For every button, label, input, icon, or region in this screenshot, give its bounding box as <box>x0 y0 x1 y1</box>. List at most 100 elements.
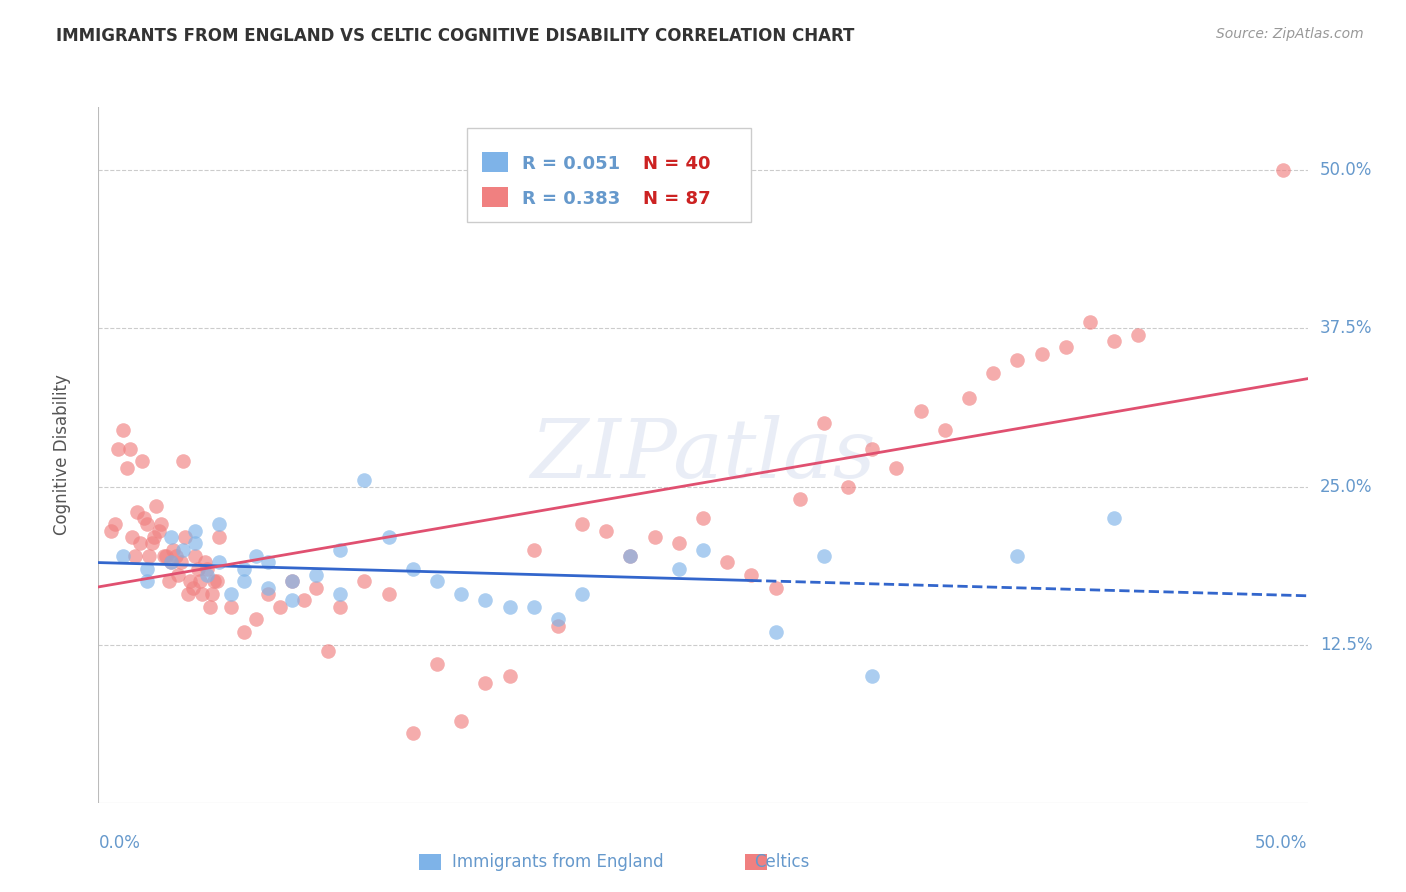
Point <box>281 574 304 589</box>
Point <box>837 479 859 493</box>
Point <box>269 599 291 614</box>
Text: IMMIGRANTS FROM ENGLAND VS CELTIC COGNITIVE DISABILITY CORRELATION CHART: IMMIGRANTS FROM ENGLAND VS CELTIC COGNIT… <box>56 27 855 45</box>
Point <box>134 511 156 525</box>
Point <box>256 556 278 570</box>
Point <box>167 568 190 582</box>
Point <box>208 556 231 570</box>
FancyBboxPatch shape <box>482 186 509 207</box>
Point <box>716 556 738 570</box>
Point <box>1102 511 1125 525</box>
Point <box>145 499 167 513</box>
Point <box>353 574 375 589</box>
Point <box>131 454 153 468</box>
Point <box>644 530 666 544</box>
Point <box>181 581 204 595</box>
Point <box>174 530 197 544</box>
Point <box>692 511 714 525</box>
Point <box>204 574 226 589</box>
Point <box>208 530 231 544</box>
Point <box>860 669 883 683</box>
FancyBboxPatch shape <box>419 854 440 871</box>
Point <box>316 644 339 658</box>
Point <box>353 473 375 487</box>
Point <box>450 587 472 601</box>
Point <box>813 549 835 563</box>
Point <box>1054 340 1077 354</box>
Text: Source: ZipAtlas.com: Source: ZipAtlas.com <box>1216 27 1364 41</box>
Point <box>107 442 129 456</box>
Point <box>195 568 218 582</box>
Point <box>547 618 569 632</box>
Text: N = 87: N = 87 <box>643 190 710 208</box>
Point <box>1078 315 1101 329</box>
Point <box>124 549 146 563</box>
Point <box>547 612 569 626</box>
Point <box>111 423 134 437</box>
Point <box>426 574 449 589</box>
Point <box>232 625 254 640</box>
Point <box>205 574 228 589</box>
Point <box>191 587 214 601</box>
Point <box>184 524 207 538</box>
Point <box>474 593 496 607</box>
Point <box>256 587 278 601</box>
Point <box>813 417 835 431</box>
Point <box>121 530 143 544</box>
Point <box>619 549 641 563</box>
Point <box>172 454 194 468</box>
Point <box>118 442 141 456</box>
Point <box>789 492 811 507</box>
Point <box>198 599 221 614</box>
Point <box>860 442 883 456</box>
Point <box>148 524 170 538</box>
Point <box>377 587 399 601</box>
Point <box>172 542 194 557</box>
Point <box>305 568 328 582</box>
Point <box>668 536 690 550</box>
Point <box>957 391 980 405</box>
Point <box>402 562 425 576</box>
Text: R = 0.383: R = 0.383 <box>522 190 620 208</box>
Point <box>208 517 231 532</box>
Point <box>377 530 399 544</box>
Point <box>165 549 187 563</box>
Point <box>245 612 267 626</box>
FancyBboxPatch shape <box>482 152 509 172</box>
Text: 0.0%: 0.0% <box>98 834 141 853</box>
Point <box>195 562 218 576</box>
Point <box>256 581 278 595</box>
Point <box>1031 347 1053 361</box>
Point <box>305 581 328 595</box>
Text: ZIPatlas: ZIPatlas <box>530 415 876 495</box>
Point <box>523 599 546 614</box>
Point <box>160 530 183 544</box>
Point <box>184 549 207 563</box>
Point <box>886 460 908 475</box>
Point <box>595 524 617 538</box>
Point <box>765 581 787 595</box>
Point <box>571 517 593 532</box>
Point <box>523 542 546 557</box>
Text: 50.0%: 50.0% <box>1256 834 1308 853</box>
Point <box>619 549 641 563</box>
Point <box>329 599 352 614</box>
Point <box>498 599 520 614</box>
Point <box>162 542 184 557</box>
Point <box>160 556 183 570</box>
Point <box>155 549 177 563</box>
Point <box>111 549 134 563</box>
Point <box>245 549 267 563</box>
Point <box>765 625 787 640</box>
Point <box>135 562 157 576</box>
Point <box>150 517 173 532</box>
Point <box>692 542 714 557</box>
Point <box>187 562 209 576</box>
Point <box>221 587 243 601</box>
Point <box>1128 327 1150 342</box>
Point <box>221 599 243 614</box>
Point <box>177 587 200 601</box>
Text: N = 40: N = 40 <box>643 155 710 173</box>
Point <box>201 587 224 601</box>
Point <box>281 574 304 589</box>
Point <box>571 587 593 601</box>
